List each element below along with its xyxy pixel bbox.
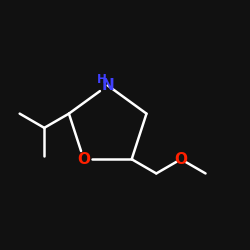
Text: H: H — [96, 73, 106, 86]
Text: O: O — [77, 152, 90, 167]
Text: O: O — [174, 152, 188, 167]
Text: N: N — [101, 78, 114, 93]
